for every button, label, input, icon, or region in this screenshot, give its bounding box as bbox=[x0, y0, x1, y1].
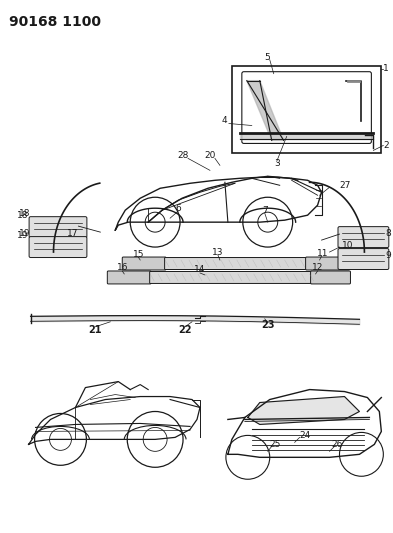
Text: 9: 9 bbox=[386, 251, 391, 260]
Text: 22: 22 bbox=[178, 325, 192, 335]
FancyBboxPatch shape bbox=[338, 248, 389, 270]
Text: 2: 2 bbox=[383, 141, 389, 150]
Text: 4: 4 bbox=[221, 116, 227, 125]
FancyBboxPatch shape bbox=[338, 227, 389, 247]
FancyBboxPatch shape bbox=[29, 217, 87, 238]
Polygon shape bbox=[248, 397, 360, 424]
Text: 19: 19 bbox=[19, 229, 31, 238]
Text: 20: 20 bbox=[204, 151, 216, 160]
Text: 12: 12 bbox=[312, 263, 323, 272]
FancyBboxPatch shape bbox=[150, 271, 312, 284]
FancyBboxPatch shape bbox=[29, 237, 87, 257]
FancyBboxPatch shape bbox=[122, 257, 166, 270]
Text: 1: 1 bbox=[383, 64, 389, 73]
Text: 11: 11 bbox=[317, 248, 328, 257]
FancyBboxPatch shape bbox=[310, 271, 351, 284]
FancyBboxPatch shape bbox=[306, 257, 349, 270]
Text: 18: 18 bbox=[17, 211, 29, 220]
Text: 5: 5 bbox=[264, 53, 270, 62]
Text: 26: 26 bbox=[332, 440, 343, 449]
Text: 18: 18 bbox=[19, 209, 31, 217]
Text: 16: 16 bbox=[116, 263, 128, 272]
Text: 28: 28 bbox=[177, 151, 189, 160]
Text: 90168 1100: 90168 1100 bbox=[9, 15, 101, 29]
Text: 14: 14 bbox=[194, 265, 206, 274]
Polygon shape bbox=[247, 80, 284, 141]
Text: 19: 19 bbox=[17, 231, 29, 240]
FancyBboxPatch shape bbox=[107, 271, 151, 284]
Text: 6: 6 bbox=[175, 204, 181, 213]
Text: 8: 8 bbox=[386, 229, 391, 238]
Text: 17: 17 bbox=[67, 229, 78, 238]
Text: 10: 10 bbox=[342, 240, 353, 249]
Text: 21: 21 bbox=[88, 325, 102, 335]
Text: 3: 3 bbox=[274, 159, 279, 168]
Text: 23: 23 bbox=[261, 320, 274, 330]
Text: 24: 24 bbox=[299, 431, 310, 440]
FancyBboxPatch shape bbox=[165, 257, 307, 270]
Text: 7: 7 bbox=[262, 206, 268, 215]
Text: 27: 27 bbox=[340, 181, 351, 190]
Text: 13: 13 bbox=[212, 247, 224, 256]
Text: 15: 15 bbox=[132, 249, 144, 259]
Bar bbox=[232, 66, 381, 154]
Text: 25: 25 bbox=[269, 440, 281, 449]
